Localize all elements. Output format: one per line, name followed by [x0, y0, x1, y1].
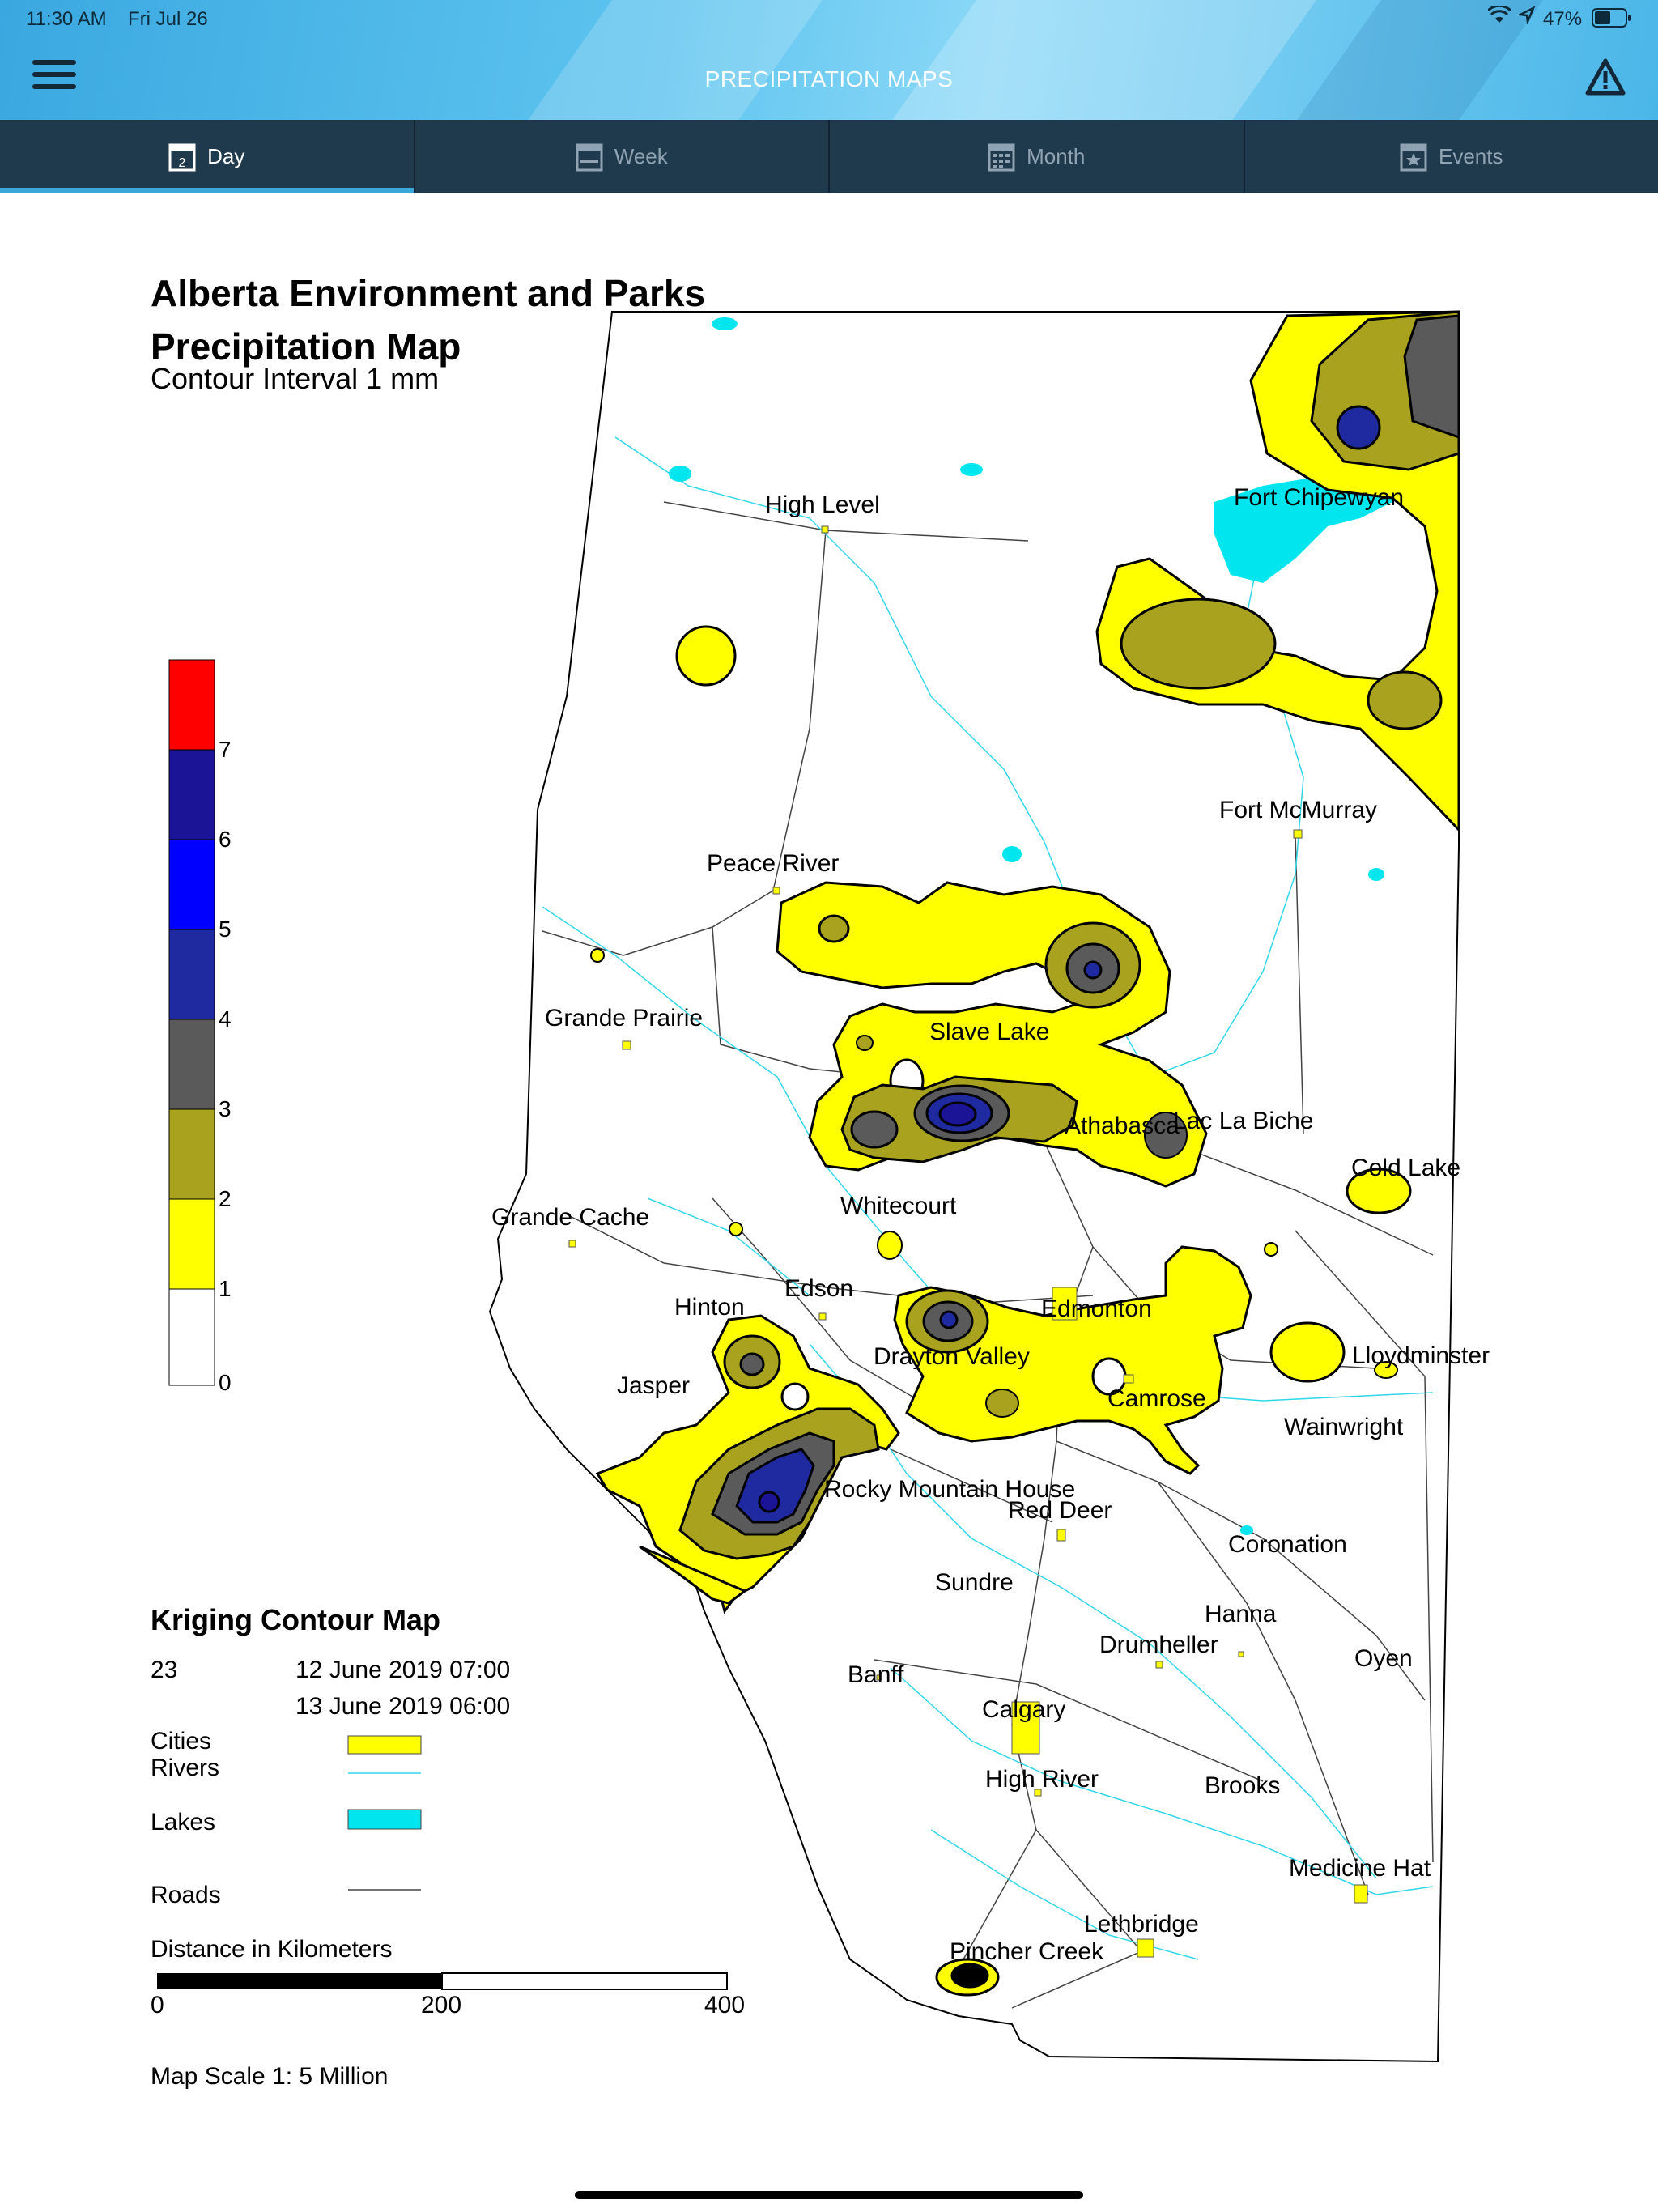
city-label: Fort McMurray — [1219, 797, 1377, 823]
distance-title: Distance in Kilometers — [151, 1936, 393, 1963]
app-header: 11:30 AM Fri Jul 26 47% PRECIPITATION MA… — [0, 0, 1658, 120]
city-label: High River — [985, 1766, 1099, 1793]
status-bar: 11:30 AM Fri Jul 26 47% — [0, 0, 1658, 39]
map-title: Alberta Environment and Parks — [151, 272, 706, 314]
calendar-star-icon — [1400, 143, 1427, 172]
scale-label-5: 5 — [219, 917, 232, 942]
scale-label-7: 7 — [219, 737, 232, 762]
city-label: Slave Lake — [929, 1019, 1049, 1045]
distance-tick-0: 0 — [151, 1992, 164, 2018]
city-label: Hinton — [674, 1294, 745, 1321]
map-subtitle: Precipitation Map — [151, 325, 461, 368]
legend-roads-label: Roads — [151, 1882, 221, 1908]
scale-label-1: 1 — [219, 1276, 232, 1301]
warning-icon — [1585, 58, 1626, 96]
city-label: Whitecourt — [840, 1193, 957, 1219]
city-label: Grande Prairie — [545, 1005, 703, 1032]
legend-heading: Kriging Contour Map — [151, 1603, 440, 1636]
city-label: Drumheller — [1099, 1631, 1218, 1658]
period-end: 13 June 2019 06:00 — [295, 1693, 511, 1720]
calendar-day-icon: 2 — [168, 143, 196, 172]
period-start: 12 June 2019 07:00 — [295, 1657, 511, 1683]
city-label: Lethbridge — [1084, 1911, 1199, 1938]
distance-bar-filled — [157, 1973, 442, 1989]
city-label: Lloydminster — [1352, 1342, 1490, 1369]
precip-contours — [590, 310, 1460, 1997]
battery-icon — [1592, 8, 1632, 35]
menu-button[interactable] — [32, 60, 76, 94]
city-markers — [568, 525, 1368, 1958]
battery-percent: 47% — [1543, 8, 1583, 30]
wifi-icon — [1486, 4, 1512, 30]
legend-lakes-label: Lakes — [151, 1809, 216, 1836]
scale-label-6: 6 — [219, 827, 232, 852]
lakes-swatch — [347, 1809, 422, 1830]
city-label: Sundre — [935, 1569, 1014, 1596]
alert-button[interactable] — [1585, 58, 1626, 96]
distance-tick-400: 400 — [704, 1992, 746, 2018]
alberta-outline — [488, 311, 1460, 2063]
tab-week[interactable]: Week — [415, 120, 830, 193]
city-label: Oyen — [1354, 1645, 1413, 1672]
distance-tick-200: 200 — [421, 1992, 462, 2018]
city-label: Cold Lake — [1351, 1155, 1460, 1181]
city-label: Rocky Mountain House — [824, 1476, 1075, 1503]
tab-events[interactable]: Events — [1245, 120, 1658, 193]
page-title: PRECIPITATION MAPS — [704, 66, 954, 91]
tab-month[interactable]: Month — [830, 120, 1245, 193]
tab-events-label: Events — [1439, 143, 1503, 168]
city-label: Lac La Biche — [1173, 1108, 1313, 1134]
scale-label-3: 3 — [219, 1096, 232, 1121]
tab-day-label: Day — [207, 143, 245, 168]
legend-rivers-label: Rivers — [151, 1755, 220, 1781]
location-icon — [1516, 6, 1536, 30]
city-label: Coronation — [1228, 1531, 1347, 1558]
city-label: Fort Chipewyan — [1234, 484, 1404, 511]
tab-bar: 2 Day Week Month Events — [0, 120, 1658, 193]
tab-month-label: Month — [1027, 143, 1086, 168]
city-label: Red Deer — [1008, 1497, 1112, 1524]
scale-label-0: 0 — [219, 1370, 232, 1395]
precip-color-scale — [168, 659, 215, 1386]
city-label: Athabasca — [1065, 1112, 1180, 1139]
city-label: Peace River — [707, 850, 839, 877]
city-label: Brooks — [1205, 1772, 1280, 1799]
distance-bar-empty — [441, 1972, 728, 1990]
city-label: Edmonton — [1041, 1295, 1152, 1322]
city-label: Calgary — [982, 1696, 1065, 1723]
legend-cities-label: Cities — [151, 1728, 212, 1755]
city-labels: High Level Fort Chipewyan Fort McMurray … — [491, 484, 1490, 1965]
station-count: 23 — [151, 1657, 178, 1683]
tab-day[interactable]: 2 Day — [0, 120, 415, 193]
status-date: Fri Jul 26 — [128, 8, 208, 30]
map-scale-note: Map Scale 1: 5 Million — [151, 2063, 389, 2090]
tab-week-label: Week — [614, 143, 668, 168]
city-label: Wainwright — [1284, 1414, 1404, 1440]
city-label: High Level — [765, 491, 880, 518]
scale-label-4: 4 — [219, 1006, 232, 1032]
city-label: Jasper — [617, 1372, 690, 1399]
city-label: Camrose — [1107, 1385, 1206, 1412]
calendar-week-icon — [576, 143, 603, 172]
svg-text:2: 2 — [179, 156, 186, 170]
city-label: Medicine Hat — [1289, 1855, 1431, 1882]
city-label: Drayton Valley — [874, 1343, 1030, 1370]
status-time: 11:30 AM — [26, 8, 107, 30]
city-label: Hanna — [1205, 1601, 1277, 1627]
city-label: Edson — [784, 1275, 853, 1302]
city-label: Banff — [848, 1661, 904, 1688]
contour-interval: Contour Interval 1 mm — [151, 362, 440, 395]
cities-swatch — [347, 1735, 422, 1755]
calendar-month-icon — [988, 143, 1015, 172]
precipitation-map: High Level Fort Chipewyan Fort McMurray … — [157, 310, 1490, 2063]
scale-label-2: 2 — [219, 1186, 232, 1211]
city-label: Grande Cache — [491, 1204, 649, 1231]
home-indicator[interactable] — [575, 2191, 1083, 2199]
city-label: Pincher Creek — [950, 1938, 1104, 1965]
